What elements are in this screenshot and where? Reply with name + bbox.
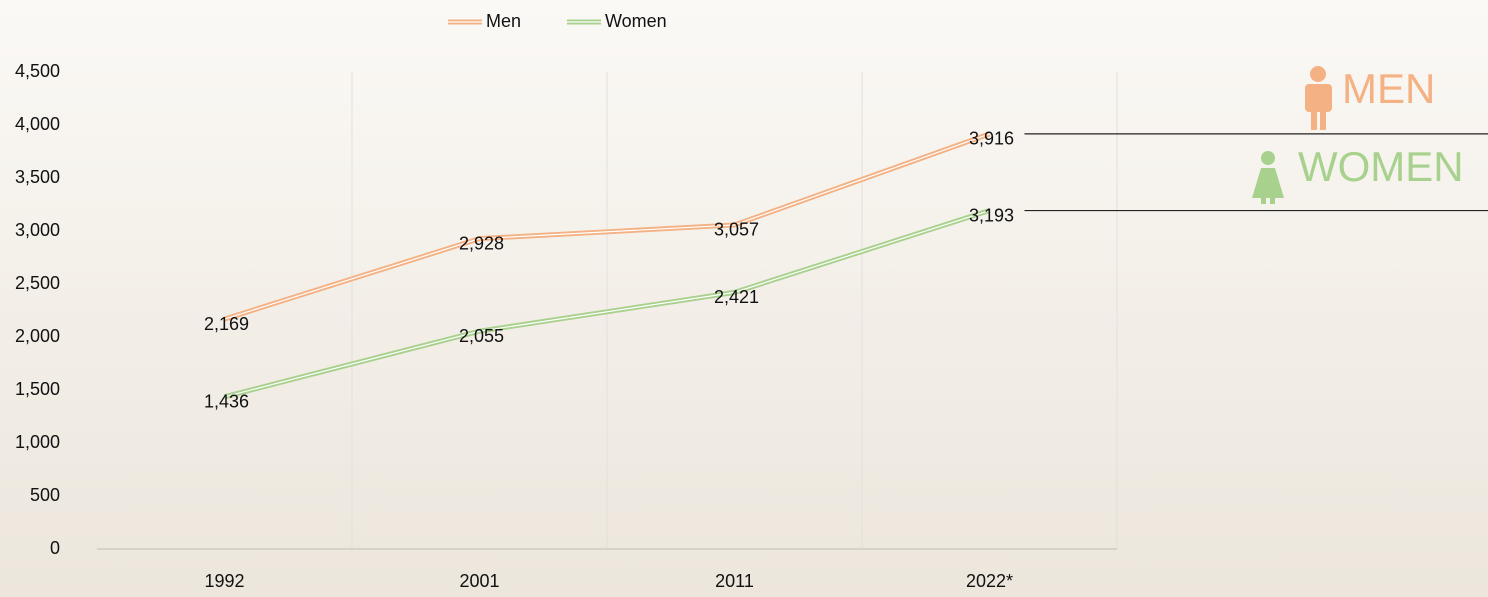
legend-label: Men — [486, 11, 521, 31]
legend-label: Women — [605, 11, 667, 31]
y-tick-label: 3,000 — [15, 220, 60, 240]
y-tick-label: 0 — [50, 538, 60, 558]
annotation: WOMEN — [1298, 143, 1464, 190]
x-tick-label: 2001 — [459, 571, 499, 591]
data-label: 2,055 — [459, 326, 504, 346]
data-label: 2,421 — [714, 287, 759, 307]
data-label: 2,928 — [459, 233, 504, 253]
x-tick-label: 2011 — [715, 571, 754, 591]
x-tick-label: 1992 — [204, 571, 244, 591]
y-tick-label: 4,000 — [15, 114, 60, 134]
y-tick-label: 500 — [30, 485, 60, 505]
data-label: 3,193 — [969, 205, 1014, 225]
y-tick-label: 4,500 — [15, 61, 60, 81]
chart: 0 500 1,000 1,500 2,000 2,500 3,000 3,500 4,000 4… — [0, 0, 1488, 597]
annotation: MEN — [1342, 65, 1435, 112]
x-tick-label: 2022* — [966, 571, 1013, 591]
data-label: 3,916 — [969, 129, 1014, 149]
y-tick-label: 2,500 — [15, 273, 60, 293]
y-tick-label: 3,500 — [15, 167, 60, 187]
data-label: 2,169 — [204, 314, 249, 334]
y-tick-label: 1,500 — [15, 379, 60, 399]
y-tick-label: 2,000 — [15, 326, 60, 346]
data-label: 3,057 — [714, 220, 759, 240]
y-tick-label: 1,000 — [15, 432, 60, 452]
data-label: 1,436 — [204, 392, 249, 412]
